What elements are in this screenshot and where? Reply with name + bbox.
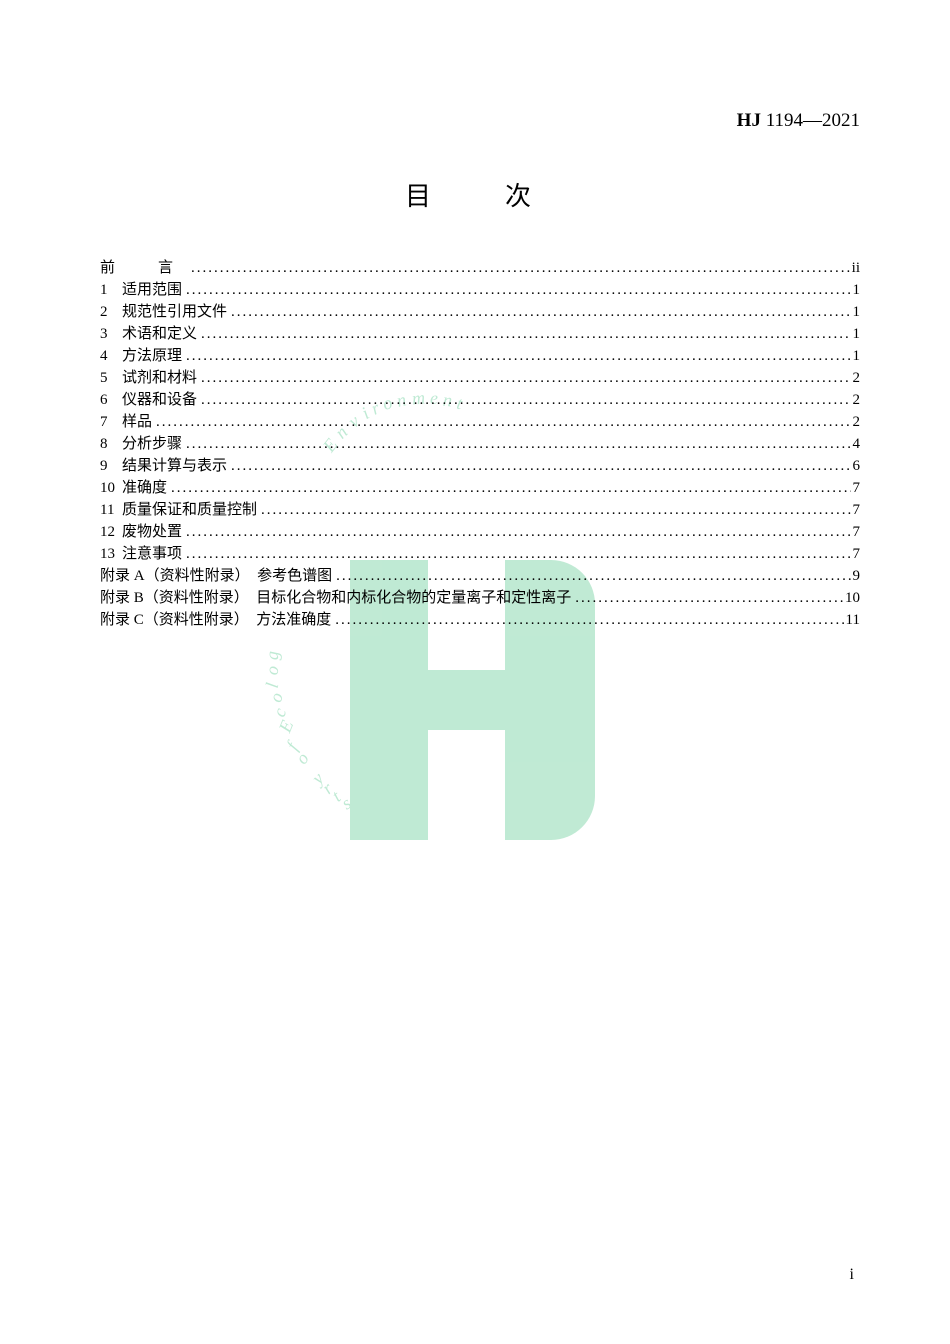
toc-row: 4方法原理 1 (100, 349, 860, 364)
toc-label: 附录 C（资料性附录） 方法准确度 (100, 613, 335, 628)
toc-label: 5试剂和材料 (100, 371, 201, 386)
toc-page: 2 (851, 393, 861, 408)
toc-page: 11 (844, 613, 860, 628)
toc-page: 10 (843, 591, 860, 606)
toc-page: 7 (851, 503, 861, 518)
toc-dots (201, 327, 850, 342)
toc-dots (186, 349, 850, 364)
toc-dots (186, 437, 850, 452)
toc-dots (201, 393, 850, 408)
toc-label: 附录 B（资料性附录） 目标化合物和内标化合物的定量离子和定性离子 (100, 591, 575, 606)
toc-page: 2 (851, 415, 861, 430)
toc-page: 4 (851, 437, 861, 452)
toc-dots (335, 613, 843, 628)
toc-row: 附录 B（资料性附录） 目标化合物和内标化合物的定量离子和定性离子 10 (100, 591, 860, 606)
toc-dots (156, 415, 850, 430)
toc-row: 前 言 ii (100, 261, 860, 276)
toc-dots (261, 503, 850, 518)
toc-page: 1 (851, 305, 861, 320)
toc-row: 10准确度 7 (100, 481, 860, 496)
toc-label: 2规范性引用文件 (100, 305, 231, 320)
toc-page: 7 (851, 525, 861, 540)
toc-label: 前 言 (100, 261, 191, 276)
table-of-contents: 前 言 ii 1适用范围 1 2规范性引用文件 1 3术语和定义 1 4方法原理 (100, 261, 860, 628)
toc-row: 6仪器和设备 2 (100, 393, 860, 408)
toc-page: 1 (851, 283, 861, 298)
page-number: i (850, 1266, 854, 1284)
toc-row: 13注意事项 7 (100, 547, 860, 562)
toc-page: ii (850, 261, 860, 276)
toc-row: 附录 C（资料性附录） 方法准确度 11 (100, 613, 860, 628)
toc-label: 1适用范围 (100, 283, 186, 298)
standard-code: HJ 1194—2021 (100, 110, 860, 132)
toc-label: 10准确度 (100, 481, 171, 496)
toc-label: 9结果计算与表示 (100, 459, 231, 474)
page-title: 目 次 (100, 176, 860, 213)
toc-page: 2 (851, 371, 861, 386)
toc-dots (231, 305, 850, 320)
toc-dots (191, 261, 850, 276)
toc-page: 6 (851, 459, 861, 474)
toc-dots (186, 283, 850, 298)
toc-row: 7样品 2 (100, 415, 860, 430)
toc-row: 3术语和定义 1 (100, 327, 860, 342)
toc-label: 8分析步骤 (100, 437, 186, 452)
toc-page: 1 (851, 327, 861, 342)
toc-row: 5试剂和材料 2 (100, 371, 860, 386)
toc-page: 7 (851, 481, 861, 496)
toc-page: 9 (851, 569, 861, 584)
toc-label: 附录 A（资料性附录） 参考色谱图 (100, 569, 336, 584)
toc-dots (186, 547, 850, 562)
toc-row: 8分析步骤 4 (100, 437, 860, 452)
toc-row: 1适用范围 1 (100, 283, 860, 298)
toc-label: 11质量保证和质量控制 (100, 503, 261, 518)
toc-label: 12废物处置 (100, 525, 186, 540)
code-number: 1194—2021 (761, 110, 860, 131)
toc-page: 1 (851, 349, 861, 364)
toc-row: 9结果计算与表示 6 (100, 459, 860, 474)
toc-row: 12废物处置 7 (100, 525, 860, 540)
toc-label: 6仪器和设备 (100, 393, 201, 408)
toc-dots (171, 481, 850, 496)
toc-dots (201, 371, 850, 386)
toc-label: 3术语和定义 (100, 327, 201, 342)
toc-dots (336, 569, 850, 584)
toc-row: 2规范性引用文件 1 (100, 305, 860, 320)
toc-label: 7样品 (100, 415, 156, 430)
toc-dots (575, 591, 843, 606)
toc-row: 附录 A（资料性附录） 参考色谱图 9 (100, 569, 860, 584)
code-prefix: HJ (737, 110, 761, 131)
toc-label: 4方法原理 (100, 349, 186, 364)
toc-page: 7 (851, 547, 861, 562)
toc-dots (231, 459, 850, 474)
toc-label: 13注意事项 (100, 547, 186, 562)
toc-dots (186, 525, 850, 540)
toc-row: 11质量保证和质量控制 7 (100, 503, 860, 518)
